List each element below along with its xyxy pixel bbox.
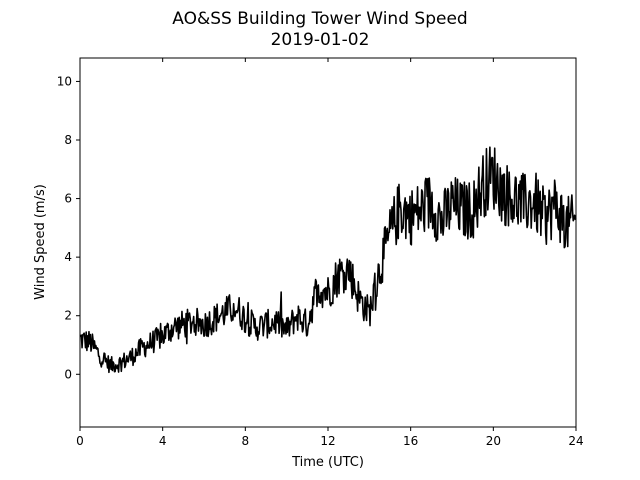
chart-title: AO&SS Building Tower Wind Speed [172, 9, 467, 29]
y-tick-label: 8 [64, 133, 72, 147]
x-tick-label: 24 [568, 434, 583, 448]
x-axis-label: Time (UTC) [291, 455, 364, 470]
x-axis-ticks: 0 4 8 12 16 20 24 [76, 58, 584, 448]
y-tick-label: 2 [64, 309, 72, 323]
y-axis-ticks: 0 2 4 6 8 10 [57, 74, 80, 381]
x-tick-label: 20 [486, 434, 501, 448]
y-tick-label: 6 [64, 192, 72, 206]
y-axis-label: Wind Speed (m/s) [33, 184, 48, 300]
x-tick-label: 0 [76, 434, 84, 448]
chart-subtitle: 2019-01-02 [271, 30, 370, 50]
x-tick-label: 4 [159, 434, 167, 448]
series-line-group [79, 146, 577, 374]
x-tick-label: 12 [320, 434, 335, 448]
wind-speed-line [79, 146, 577, 374]
x-tick-label: 8 [242, 434, 250, 448]
y-tick-label: 0 [64, 367, 72, 381]
axes-frame [79, 57, 577, 428]
plot-area [79, 57, 577, 428]
y-tick-label: 4 [64, 250, 72, 264]
y-tick-label: 10 [57, 74, 72, 88]
x-tick-label: 16 [403, 434, 418, 448]
